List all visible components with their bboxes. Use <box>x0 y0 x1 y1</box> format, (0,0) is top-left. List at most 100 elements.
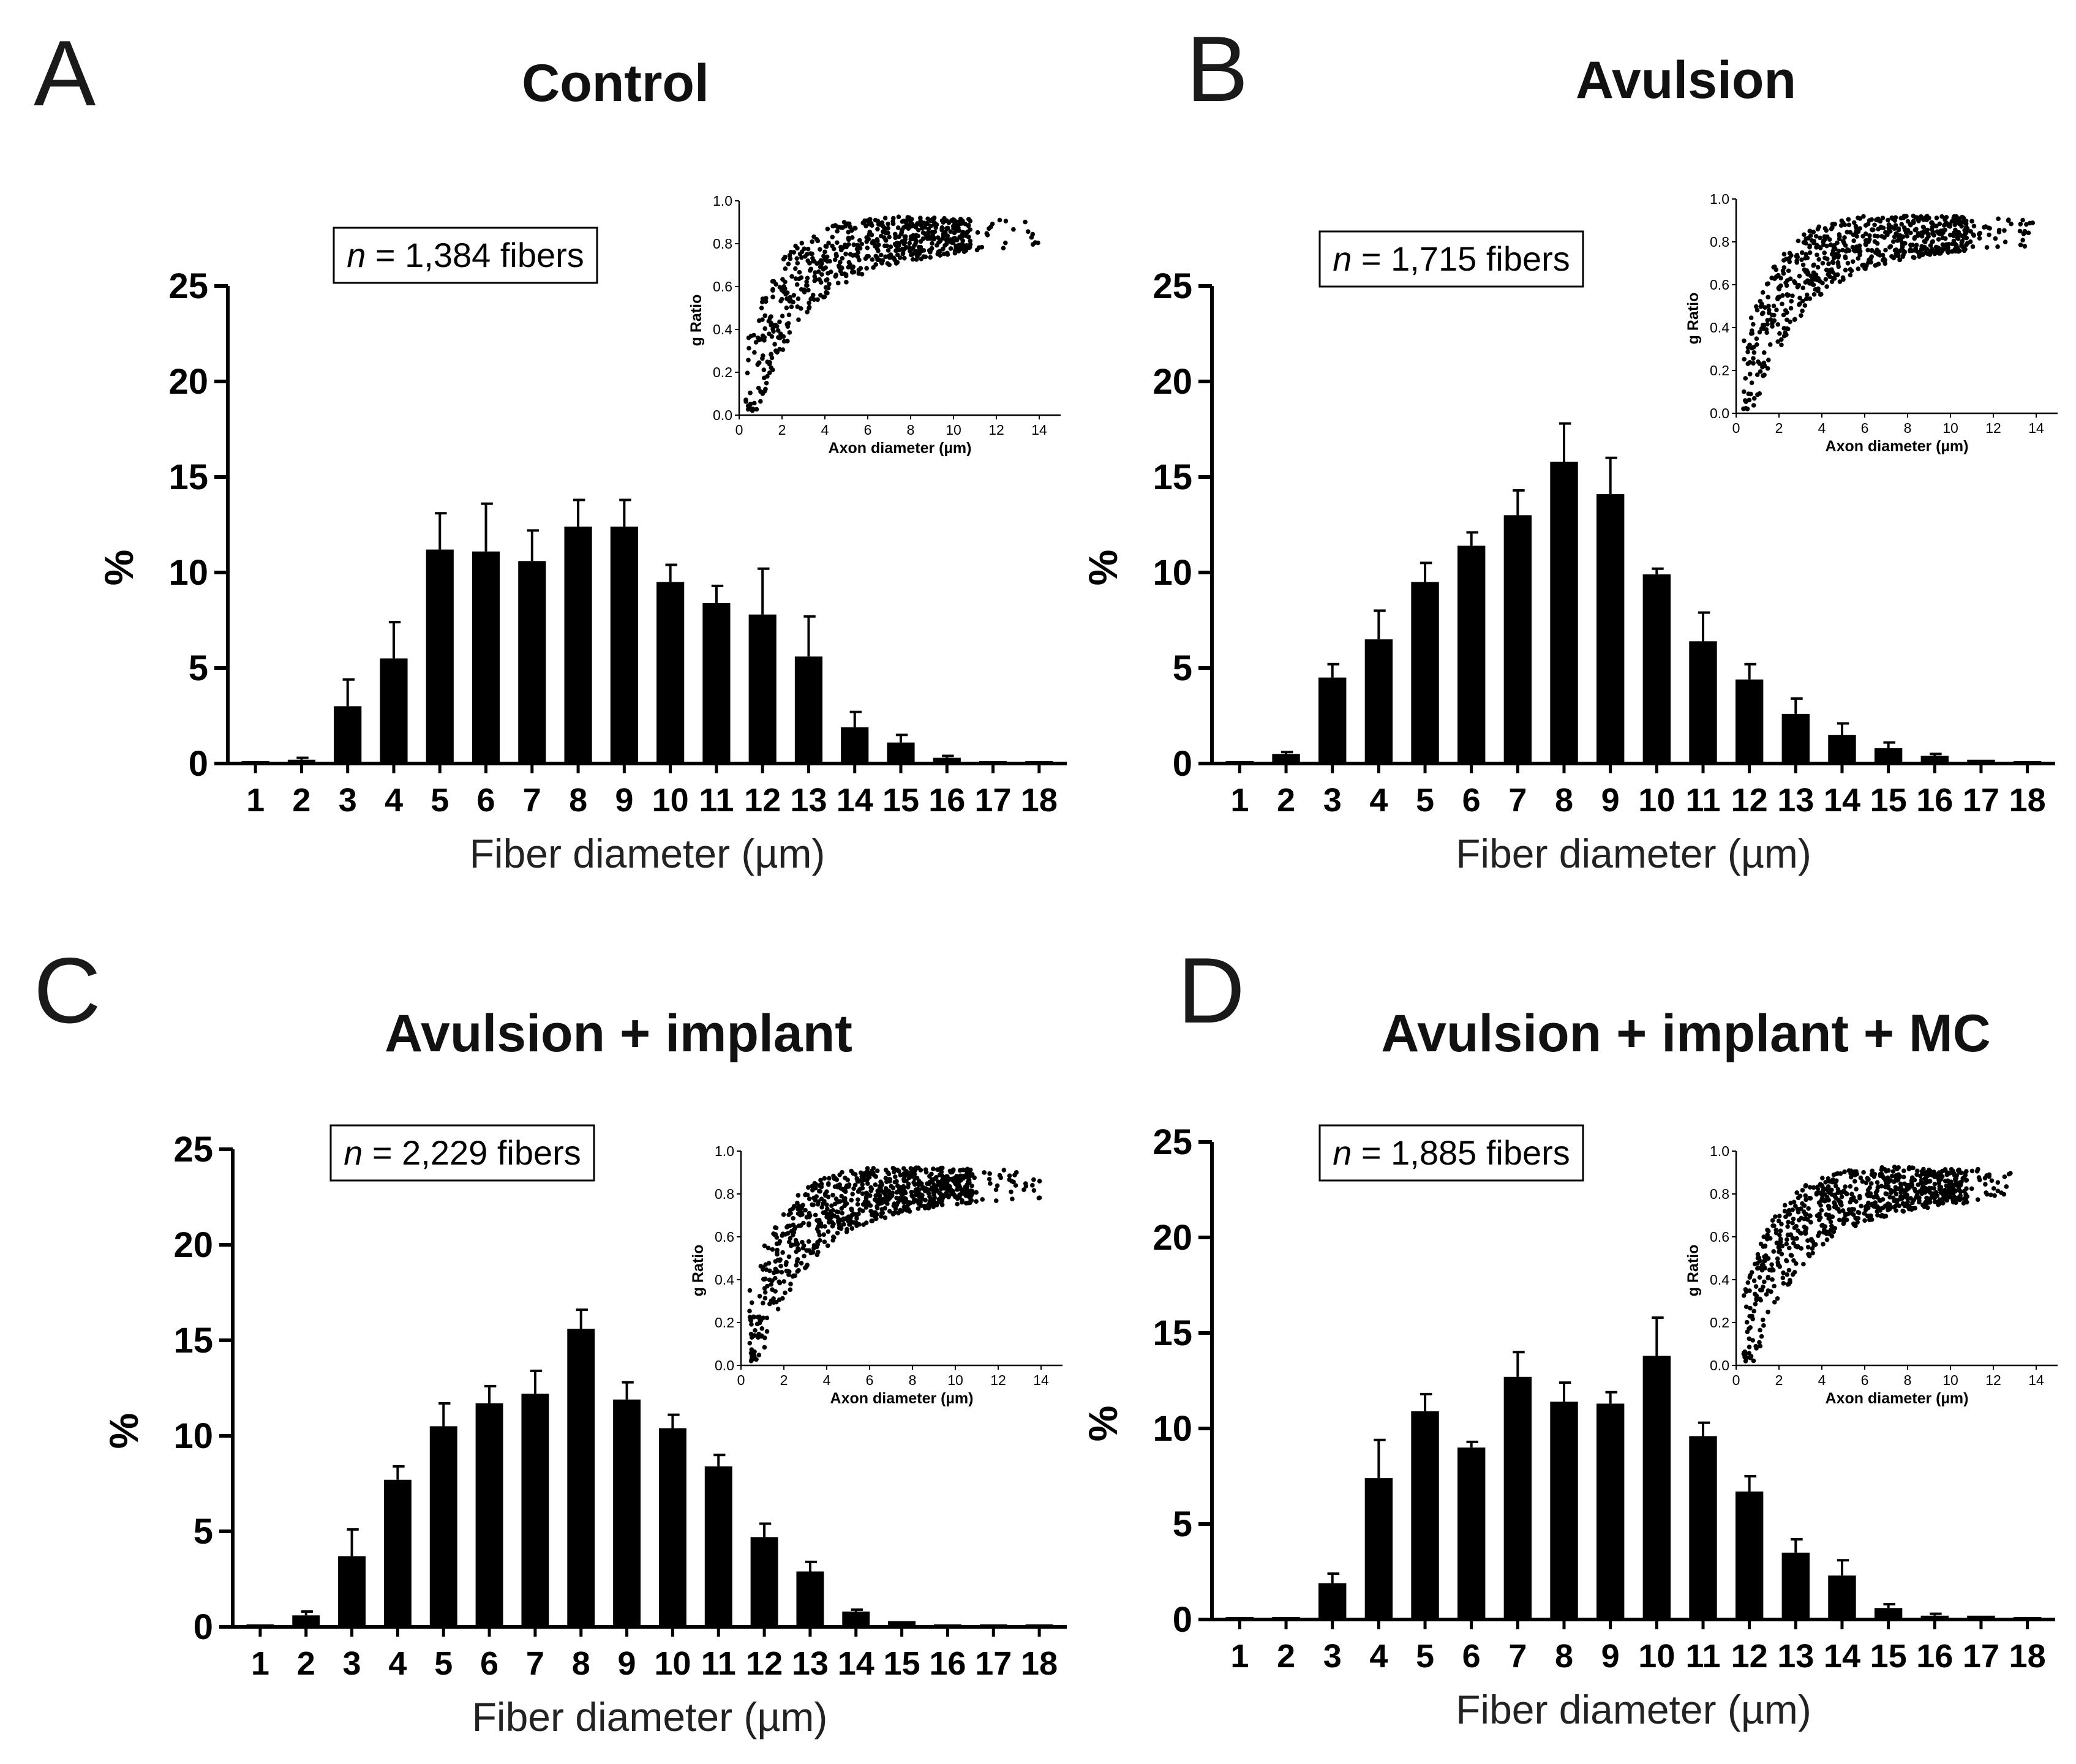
x-tick-label: 15 <box>1870 782 1907 819</box>
scatter-point <box>1822 226 1828 231</box>
scatter-point <box>1828 1215 1833 1220</box>
scatter-point <box>901 1177 907 1183</box>
scatter-point <box>1848 1174 1854 1180</box>
scatter-point <box>1802 303 1808 308</box>
scatter-point <box>819 1184 824 1190</box>
scatter-point <box>822 257 827 262</box>
scatter-point <box>920 226 925 231</box>
scatter-point <box>846 230 851 235</box>
scatter-point <box>1826 1185 1830 1191</box>
scatter-point <box>870 257 875 262</box>
scatter-point <box>1914 1172 1919 1177</box>
bar <box>1025 1624 1053 1627</box>
scatter-point <box>802 1253 807 1259</box>
scatter-point <box>1865 247 1870 253</box>
scatter-point <box>916 227 921 233</box>
scatter-point <box>993 1187 999 1192</box>
scatter-point <box>1792 280 1798 286</box>
scatter-point <box>944 241 949 247</box>
scatter-point <box>816 1199 821 1204</box>
scatter-point <box>805 283 810 288</box>
scatter-point <box>857 257 862 263</box>
scatter-point <box>1862 1218 1867 1223</box>
scatter-point <box>852 1172 858 1177</box>
scatter-point <box>811 1202 816 1207</box>
bar <box>1025 761 1053 764</box>
scatter-point <box>1797 295 1802 301</box>
scatter-point <box>1771 303 1777 309</box>
scatter-point <box>1023 1181 1028 1186</box>
scatter-point <box>883 1176 889 1180</box>
scatter-point <box>1992 1193 1997 1198</box>
x-tick-label: 8 <box>1555 1638 1573 1675</box>
scatter-point <box>901 1196 906 1201</box>
scatter-point <box>1743 399 1748 404</box>
scatter-point <box>1946 242 1951 247</box>
scatter-point <box>1036 1195 1042 1201</box>
scatter-point <box>780 277 785 282</box>
scatter-point <box>1007 1177 1012 1182</box>
scatter-point <box>870 1218 875 1223</box>
scatter-point <box>1851 238 1856 244</box>
scatter-point <box>770 1247 775 1252</box>
scatter-point <box>760 1267 765 1272</box>
scatter-point <box>870 223 874 228</box>
n-count-value: = 2,229 fibers <box>363 1133 581 1172</box>
scatter-point <box>1837 279 1843 284</box>
scatter-point <box>817 1237 822 1243</box>
scatter-point <box>898 1173 903 1177</box>
scatter-point <box>1995 1180 2001 1185</box>
scatter-point <box>826 241 831 246</box>
scatter-point <box>1822 250 1827 255</box>
scatter-point <box>1766 303 1771 309</box>
scatter-point <box>840 1210 845 1216</box>
scatter-point <box>909 1190 914 1195</box>
scatter-point <box>948 229 953 234</box>
scatter-point <box>865 246 870 250</box>
scatter-point <box>948 246 953 251</box>
scatter-point <box>1754 372 1760 377</box>
scatter-point <box>1782 1203 1788 1208</box>
scatter-point <box>810 1250 816 1255</box>
scatter-point <box>828 269 833 274</box>
scatter-point <box>1803 1226 1809 1231</box>
scatter-point <box>846 235 851 241</box>
scatter-point <box>1991 1186 1996 1191</box>
scatter-point <box>780 1231 786 1236</box>
scatter-point <box>966 1167 972 1173</box>
scatter-point <box>1747 1345 1752 1349</box>
scatter-point <box>942 1176 947 1181</box>
scatter-point <box>955 1201 960 1207</box>
scatter-point <box>893 248 898 253</box>
scatter-point <box>826 1182 831 1187</box>
scatter-point <box>1779 342 1784 348</box>
scatter-point <box>786 1272 791 1277</box>
scatter-point <box>908 1201 913 1206</box>
scatter-point <box>831 1173 836 1179</box>
scatter-point <box>968 1188 973 1193</box>
scatter-point <box>1906 1206 1912 1212</box>
scatter-point <box>2003 239 2008 244</box>
scatter-point <box>957 1192 962 1198</box>
scatter-point <box>1779 1222 1784 1226</box>
scatter-point <box>1969 1168 1975 1174</box>
bar <box>1596 1403 1625 1620</box>
scatter-point <box>1784 1258 1789 1264</box>
scatter-point <box>941 1180 946 1186</box>
scatter-point <box>919 1181 924 1186</box>
scatter-point <box>1843 249 1849 254</box>
scatter-point <box>1884 1192 1889 1196</box>
scatter-point <box>2024 222 2029 227</box>
scatter-point <box>1830 269 1835 275</box>
panel-a: A Control 0 5 10 15 20 25 1 2 3 4 5 6 7 8 9 10 11 12 13 14 1… <box>0 0 1067 882</box>
scatter-point <box>1806 1206 1811 1211</box>
scatter-point <box>1937 1197 1942 1203</box>
scatter-point <box>780 1296 785 1301</box>
scatter-point <box>777 319 782 325</box>
scatter-point <box>830 1237 836 1243</box>
scatter-point <box>849 235 855 240</box>
scatter-point <box>1875 241 1880 246</box>
scatter-point <box>1762 305 1767 310</box>
scatter-point <box>855 1212 860 1217</box>
scatter-point <box>817 1233 822 1238</box>
